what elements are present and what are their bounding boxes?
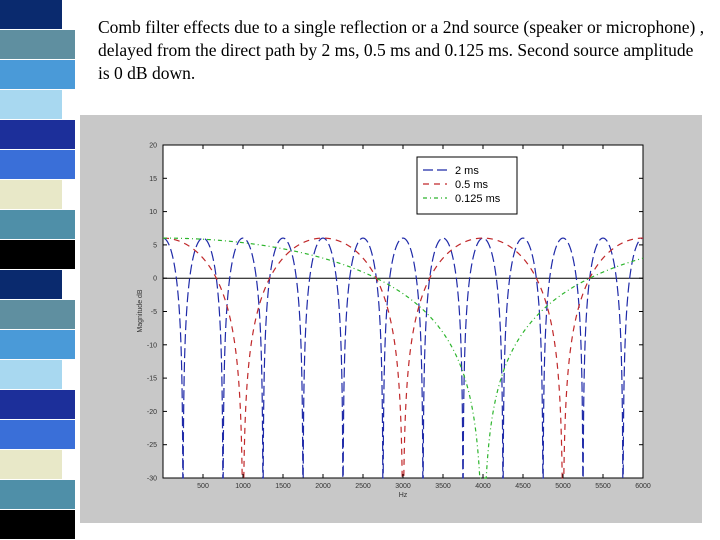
strip-block xyxy=(0,150,75,180)
x-tick-label: 500 xyxy=(197,483,209,490)
strip-block xyxy=(0,510,75,540)
y-tick-label: -15 xyxy=(147,376,157,383)
strip-block xyxy=(0,450,62,480)
y-tick-label: 15 xyxy=(149,176,157,183)
strip-block xyxy=(0,30,75,60)
legend-box xyxy=(416,156,518,215)
x-tick-label: 3500 xyxy=(435,483,451,490)
comb-filter-chart: 20 15 10 5 0 -5 -10 -15 -20 -25 -30 500 1000 1500 2000… xyxy=(137,143,651,500)
x-tick-label: 2500 xyxy=(355,483,371,490)
strip-block xyxy=(0,210,75,240)
strip-block xyxy=(0,480,75,510)
y-axis-label: Magnitude dB xyxy=(137,289,144,333)
y-tick-label: -10 xyxy=(147,342,157,349)
strip-block xyxy=(0,90,62,120)
strip-block xyxy=(0,180,62,210)
strip-block xyxy=(0,120,75,150)
figure-panel: 20 15 10 5 0 -5 -10 -15 -20 -25 -30 500 1000 1500 2000… xyxy=(80,115,702,523)
y-tick-label: 0 xyxy=(153,276,157,283)
slide-caption: Comb filter effects due to a single refl… xyxy=(98,17,705,83)
x-tick-label: 5500 xyxy=(595,483,611,490)
strip-block xyxy=(0,270,62,300)
y-tick-label: -25 xyxy=(147,442,157,449)
y-tick-label: -30 xyxy=(147,476,157,483)
legend: 2 ms 0.5 ms 0.125 ms xyxy=(416,156,518,215)
series-line-0 xyxy=(162,237,644,479)
x-tick-label: 3000 xyxy=(395,483,411,490)
y-tick-label: 10 xyxy=(149,209,157,216)
x-tick-label: 2000 xyxy=(315,483,331,490)
y-tick-label: 5 xyxy=(153,242,157,249)
plot-area xyxy=(162,144,644,479)
legend-label: 0.5 ms xyxy=(455,179,489,191)
decorative-color-strip xyxy=(0,0,75,540)
x-tick-label: 4000 xyxy=(475,483,491,490)
strip-block xyxy=(0,300,75,330)
strip-block xyxy=(0,390,75,420)
x-axis-label: Hz xyxy=(399,492,408,499)
strip-block xyxy=(0,240,75,270)
legend-label: 2 ms xyxy=(455,165,479,177)
x-tick-label: 1000 xyxy=(235,483,251,490)
strip-block xyxy=(0,0,62,30)
series-layer xyxy=(162,237,644,479)
y-tick-label: -20 xyxy=(147,409,157,416)
strip-block xyxy=(0,420,75,450)
x-tick-label: 6000 xyxy=(635,483,651,490)
y-tick-label: 20 xyxy=(149,143,157,150)
strip-block xyxy=(0,360,62,390)
tick-layer: 20 15 10 5 0 -5 -10 -15 -20 -25 -30 500 1000 1500 2000… xyxy=(147,143,651,491)
legend-label: 0.125 ms xyxy=(455,193,501,205)
x-tick-label: 5000 xyxy=(555,483,571,490)
x-tick-label: 4500 xyxy=(515,483,531,490)
strip-block xyxy=(0,330,75,360)
strip-block xyxy=(0,60,75,90)
y-tick-label: -5 xyxy=(151,309,157,316)
series-line-2 xyxy=(163,237,644,479)
x-tick-label: 1500 xyxy=(275,483,291,490)
